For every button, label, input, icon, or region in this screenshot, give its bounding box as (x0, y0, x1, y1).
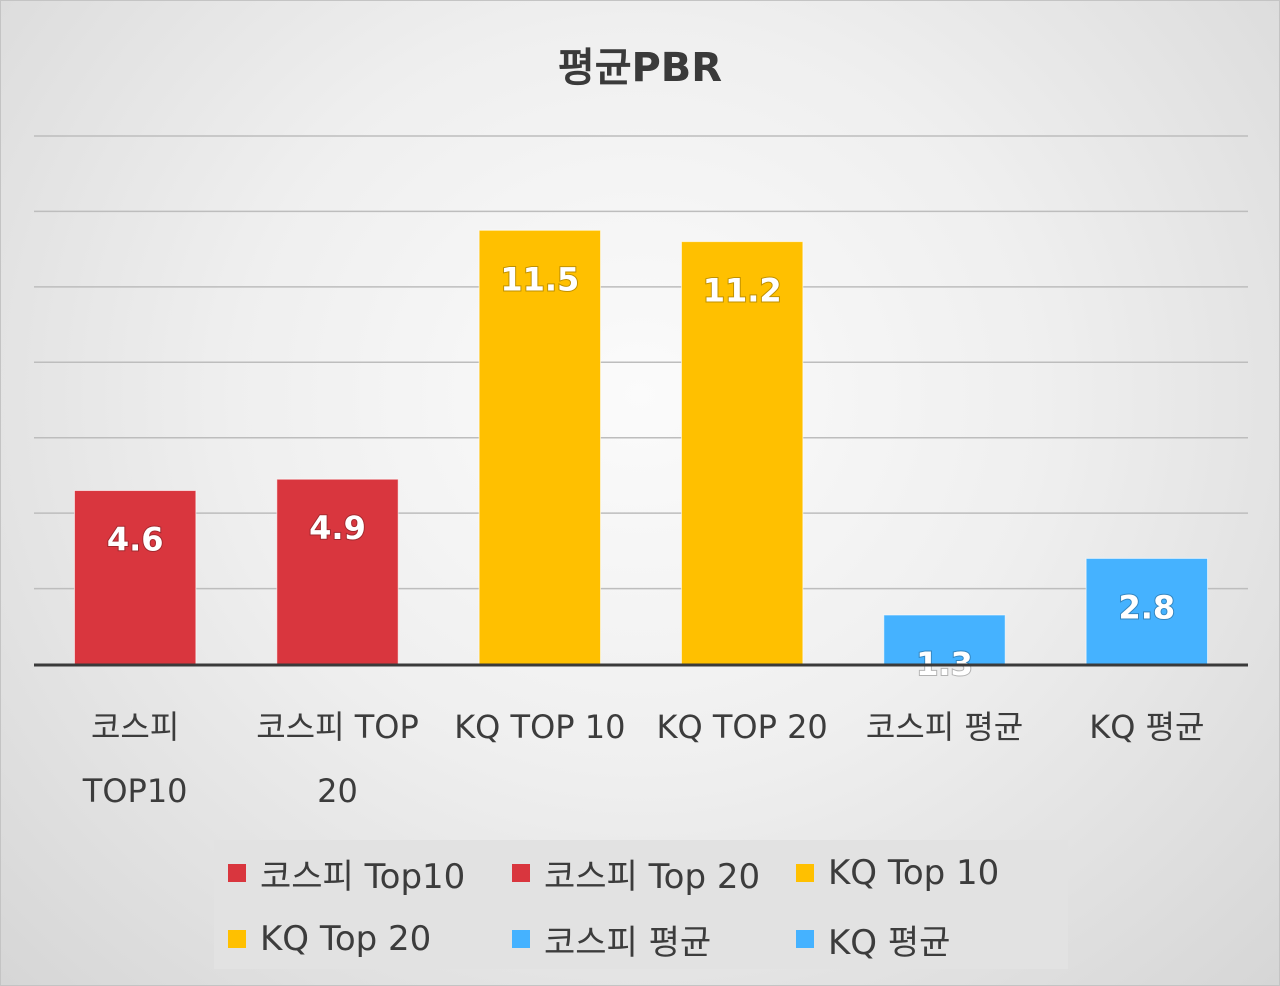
bar-1 (73, 490, 197, 665)
legend-item: KQ 평균 (796, 914, 950, 964)
bar-value-label: 4.6 (107, 521, 164, 559)
category-label-line: KQ 평균 (1089, 708, 1205, 746)
legend-item: 코스피 Top10 (228, 848, 465, 898)
legend-item: KQ Top 20 (228, 914, 431, 964)
legend-label: 코스피 Top10 (260, 856, 466, 897)
category-label-line: 코스피 평균 (865, 708, 1024, 746)
category-label-line: KQ TOP 10 (454, 708, 626, 746)
category-label: KQ TOP 10 (440, 695, 640, 759)
legend-swatch (228, 930, 246, 948)
category-label: 코스피 평균 (845, 695, 1045, 759)
legend-label: 코스피 Top 20 (544, 856, 761, 897)
category-label-line: 코스피 TOP (256, 708, 419, 746)
category-label: KQ TOP 20 (642, 695, 842, 759)
category-label-line: KQ TOP 20 (656, 708, 828, 746)
category-label: KQ 평균 (1047, 695, 1247, 759)
bar-3 (478, 229, 602, 665)
legend-swatch (796, 864, 814, 882)
legend-label: 코스피 평균 (544, 922, 712, 963)
bar-6 (1085, 557, 1209, 665)
category-label-line: 20 (317, 772, 358, 810)
legend-label: KQ 평균 (828, 922, 951, 963)
bar-2 (276, 478, 399, 665)
bar-4 (680, 241, 804, 665)
category-label-line: 코스피 (90, 708, 180, 746)
legend-item: 코스피 Top 20 (512, 848, 760, 898)
category-label: 코스피 TOP10 (35, 695, 235, 823)
category-label: 코스피 TOP 20 (238, 695, 438, 823)
bar-value-label: 11.2 (703, 272, 782, 310)
legend-item: KQ Top 10 (796, 848, 999, 898)
legend-swatch (512, 864, 530, 882)
legend-swatch (512, 930, 530, 948)
legend-label: KQ Top 20 (260, 919, 432, 959)
legend-swatch (796, 930, 814, 948)
legend-label: KQ Top 10 (828, 853, 1000, 893)
bar-value-label: 4.9 (309, 509, 366, 547)
legend: 코스피 Top10 코스피 Top 20 KQ Top 10 KQ Top 20 코스피… (214, 840, 1068, 969)
chart-title: 평균PBR (557, 45, 723, 91)
legend-item: 코스피 평균 (512, 914, 711, 964)
category-label-line: TOP10 (82, 772, 188, 810)
bar-value-label: 2.8 (1118, 588, 1175, 626)
bar-value-label: 11.5 (500, 260, 579, 298)
legend-swatch (228, 864, 246, 882)
